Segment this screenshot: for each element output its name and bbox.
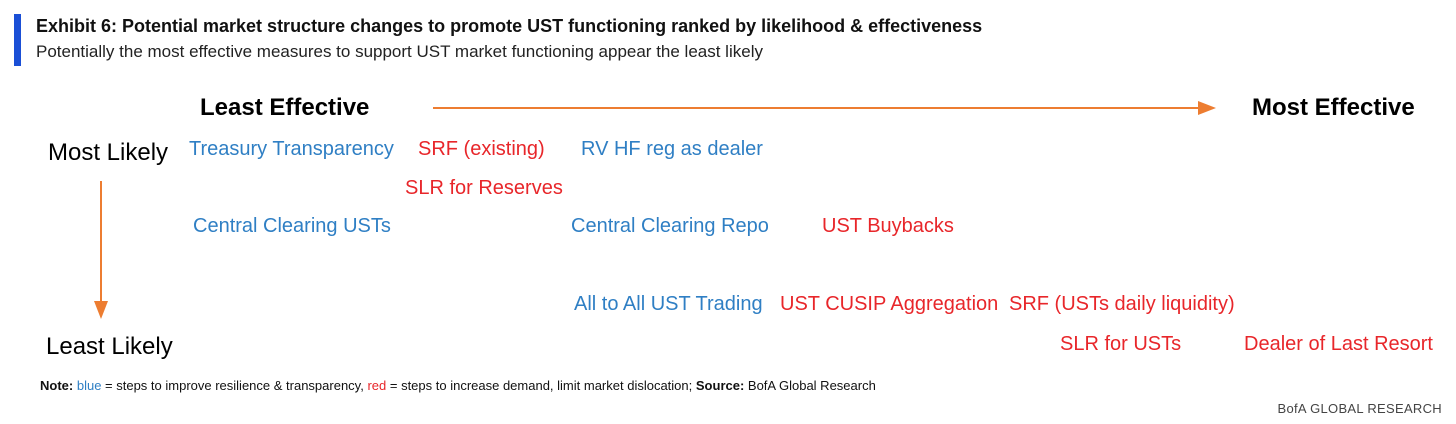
- item-ust-cusip-aggregation: UST CUSIP Aggregation: [780, 293, 999, 315]
- item-dealer-of-last-resort: Dealer of Last Resort: [1244, 333, 1433, 355]
- exhibit-title: Exhibit 6: Potential market structure ch…: [36, 16, 983, 36]
- least-likely-label: Least Likely: [46, 333, 173, 360]
- title-accent-bar: [14, 14, 21, 66]
- exhibit-subtitle: Potentially the most effective measures …: [36, 42, 763, 61]
- footnote: Note: blue = steps to improve resilience…: [40, 378, 876, 393]
- effectiveness-arrow: [433, 101, 1216, 115]
- brand-footer: BofA GLOBAL RESEARCH: [1277, 401, 1442, 416]
- least-effective-label: Least Effective: [200, 94, 370, 121]
- item-central-clearing-repo: Central Clearing Repo: [571, 215, 769, 237]
- item-ust-buybacks: UST Buybacks: [822, 215, 954, 237]
- likelihood-arrow: [94, 181, 108, 319]
- item-all-to-all-ust-trading: All to All UST Trading: [574, 293, 763, 315]
- most-likely-label: Most Likely: [48, 139, 169, 166]
- note-label: Note:: [40, 378, 74, 393]
- note-red-word: red: [367, 378, 387, 393]
- item-slr-for-usts: SLR for USTs: [1060, 333, 1182, 355]
- item-treasury-transparency: Treasury Transparency: [189, 138, 394, 160]
- source-label: Source:: [695, 378, 745, 393]
- most-effective-label: Most Effective: [1252, 94, 1415, 121]
- source-text: BofA Global Research: [744, 378, 876, 393]
- note-blue-word: blue: [76, 378, 102, 393]
- item-central-clearing-usts: Central Clearing USTs: [193, 215, 391, 237]
- note-red-text: = steps to increase demand, limit market…: [386, 378, 693, 393]
- item-srf-existing: SRF (existing): [418, 138, 545, 160]
- item-slr-for-reserves: SLR for Reserves: [405, 177, 563, 199]
- note-blue-text: = steps to improve resilience & transpar…: [101, 378, 364, 393]
- item-srf-usts-daily-liquidity: SRF (USTs daily liquidity): [1009, 293, 1235, 315]
- item-rv-hf-reg-as-dealer: RV HF reg as dealer: [581, 138, 763, 160]
